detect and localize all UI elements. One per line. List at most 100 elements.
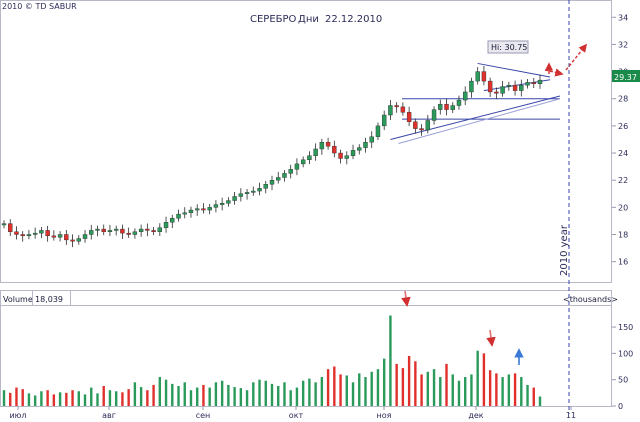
candle-body bbox=[300, 159, 306, 165]
price-panel-frame bbox=[0, 0, 612, 283]
volume-bar bbox=[15, 387, 18, 406]
volume-bar bbox=[351, 382, 355, 406]
volume-units: <thousands> bbox=[563, 295, 618, 304]
rising-trend-line bbox=[390, 95, 561, 140]
volume-bar bbox=[127, 389, 130, 406]
volume-bar bbox=[339, 374, 342, 406]
candle-body bbox=[506, 84, 512, 87]
candle-body bbox=[294, 163, 300, 170]
candle-body bbox=[369, 136, 374, 143]
volume-bar bbox=[158, 377, 162, 406]
candle-body bbox=[1, 223, 7, 226]
volume-bar bbox=[58, 392, 62, 406]
volume-bar bbox=[370, 371, 373, 406]
volume-bar bbox=[21, 389, 24, 406]
volume-bar bbox=[358, 373, 361, 406]
x-tick-label: ноя bbox=[377, 411, 392, 420]
volume-bar bbox=[464, 377, 467, 406]
volume-label: Volume bbox=[3, 295, 33, 304]
candle-body bbox=[188, 209, 194, 213]
volume-bar bbox=[139, 387, 143, 406]
volume-bar bbox=[488, 370, 492, 406]
candle-body bbox=[388, 105, 393, 116]
candle-body bbox=[151, 230, 156, 232]
candle-body bbox=[487, 80, 493, 93]
volume-bar bbox=[414, 361, 417, 406]
candle-body bbox=[64, 234, 69, 241]
x-tick-label: окт bbox=[289, 411, 304, 420]
volume-arrow-second bbox=[486, 329, 496, 347]
volume-bar bbox=[289, 390, 292, 406]
volume-bar bbox=[395, 363, 398, 406]
rising-trend-line-inner bbox=[398, 98, 561, 145]
volume-bar bbox=[407, 356, 411, 406]
candle-body bbox=[170, 217, 175, 223]
volume-arrow-peak bbox=[401, 290, 411, 307]
candle-body bbox=[325, 141, 331, 147]
candle-body bbox=[332, 146, 337, 154]
y-tick-label: 28 bbox=[618, 95, 628, 104]
volume-bar bbox=[333, 366, 336, 406]
last-price-badge bbox=[612, 70, 640, 82]
volume-bar bbox=[264, 380, 267, 406]
candle-body bbox=[381, 114, 387, 127]
x-tick-label: авг bbox=[102, 411, 116, 420]
candle-body bbox=[307, 155, 312, 161]
volume-bar bbox=[189, 390, 193, 406]
volume-bar bbox=[9, 392, 12, 406]
candle-body bbox=[132, 231, 138, 235]
candle-body bbox=[126, 232, 131, 235]
y-tick-label: 20 bbox=[618, 203, 628, 212]
candle-body bbox=[419, 128, 424, 131]
volume-bar bbox=[451, 374, 454, 406]
volume-bar bbox=[470, 374, 473, 406]
volume-bar bbox=[90, 387, 93, 406]
candle-body bbox=[101, 228, 106, 232]
volume-bar bbox=[532, 387, 535, 406]
volume-bar bbox=[295, 387, 299, 406]
volume-bar bbox=[538, 396, 542, 406]
volume-bar bbox=[133, 382, 137, 406]
volume-bar bbox=[171, 383, 174, 406]
volume-bar bbox=[501, 377, 504, 406]
candle-body bbox=[257, 188, 262, 192]
x-tick-label: дек bbox=[468, 411, 483, 420]
volume-bar bbox=[27, 393, 31, 406]
candle-body bbox=[357, 147, 362, 151]
candle-body bbox=[519, 84, 524, 91]
volume-bar bbox=[164, 379, 168, 406]
candle-body bbox=[157, 227, 163, 232]
volume-bar bbox=[476, 350, 479, 406]
y-tick-label: 34 bbox=[618, 13, 628, 22]
volume-bar bbox=[345, 375, 348, 406]
year-marker-label: 2010 year bbox=[559, 224, 570, 276]
volume-bar bbox=[457, 380, 461, 406]
forecast-arrow-up bbox=[565, 43, 588, 71]
candle-body bbox=[406, 112, 412, 123]
y-tick-label: 26 bbox=[618, 122, 628, 131]
copyright-label: 2010 © TD SABUR bbox=[2, 2, 77, 11]
volume-tick-label: 100 bbox=[618, 349, 633, 358]
candle-body bbox=[375, 125, 381, 137]
volume-bar bbox=[520, 377, 523, 406]
candle-body bbox=[413, 121, 418, 129]
volume-bar bbox=[239, 388, 243, 406]
y-tick-label: 18 bbox=[618, 230, 628, 239]
candle-body bbox=[394, 105, 399, 108]
candle-body bbox=[32, 232, 38, 235]
candle-body bbox=[120, 228, 125, 234]
candle-body bbox=[456, 99, 462, 106]
x-tick-label: июл bbox=[9, 411, 26, 420]
volume-tick-label: 50 bbox=[618, 376, 628, 385]
volume-bar bbox=[77, 391, 80, 406]
volume-bar bbox=[376, 369, 380, 406]
candle-body bbox=[51, 235, 57, 238]
candle-body bbox=[425, 120, 431, 131]
candle-body bbox=[363, 141, 368, 148]
candle-body bbox=[350, 150, 356, 156]
y-tick-label: 32 bbox=[618, 40, 628, 49]
candle-body bbox=[288, 169, 293, 174]
volume-bar bbox=[108, 390, 112, 406]
volume-bar bbox=[482, 353, 486, 406]
volume-bar bbox=[308, 378, 311, 406]
